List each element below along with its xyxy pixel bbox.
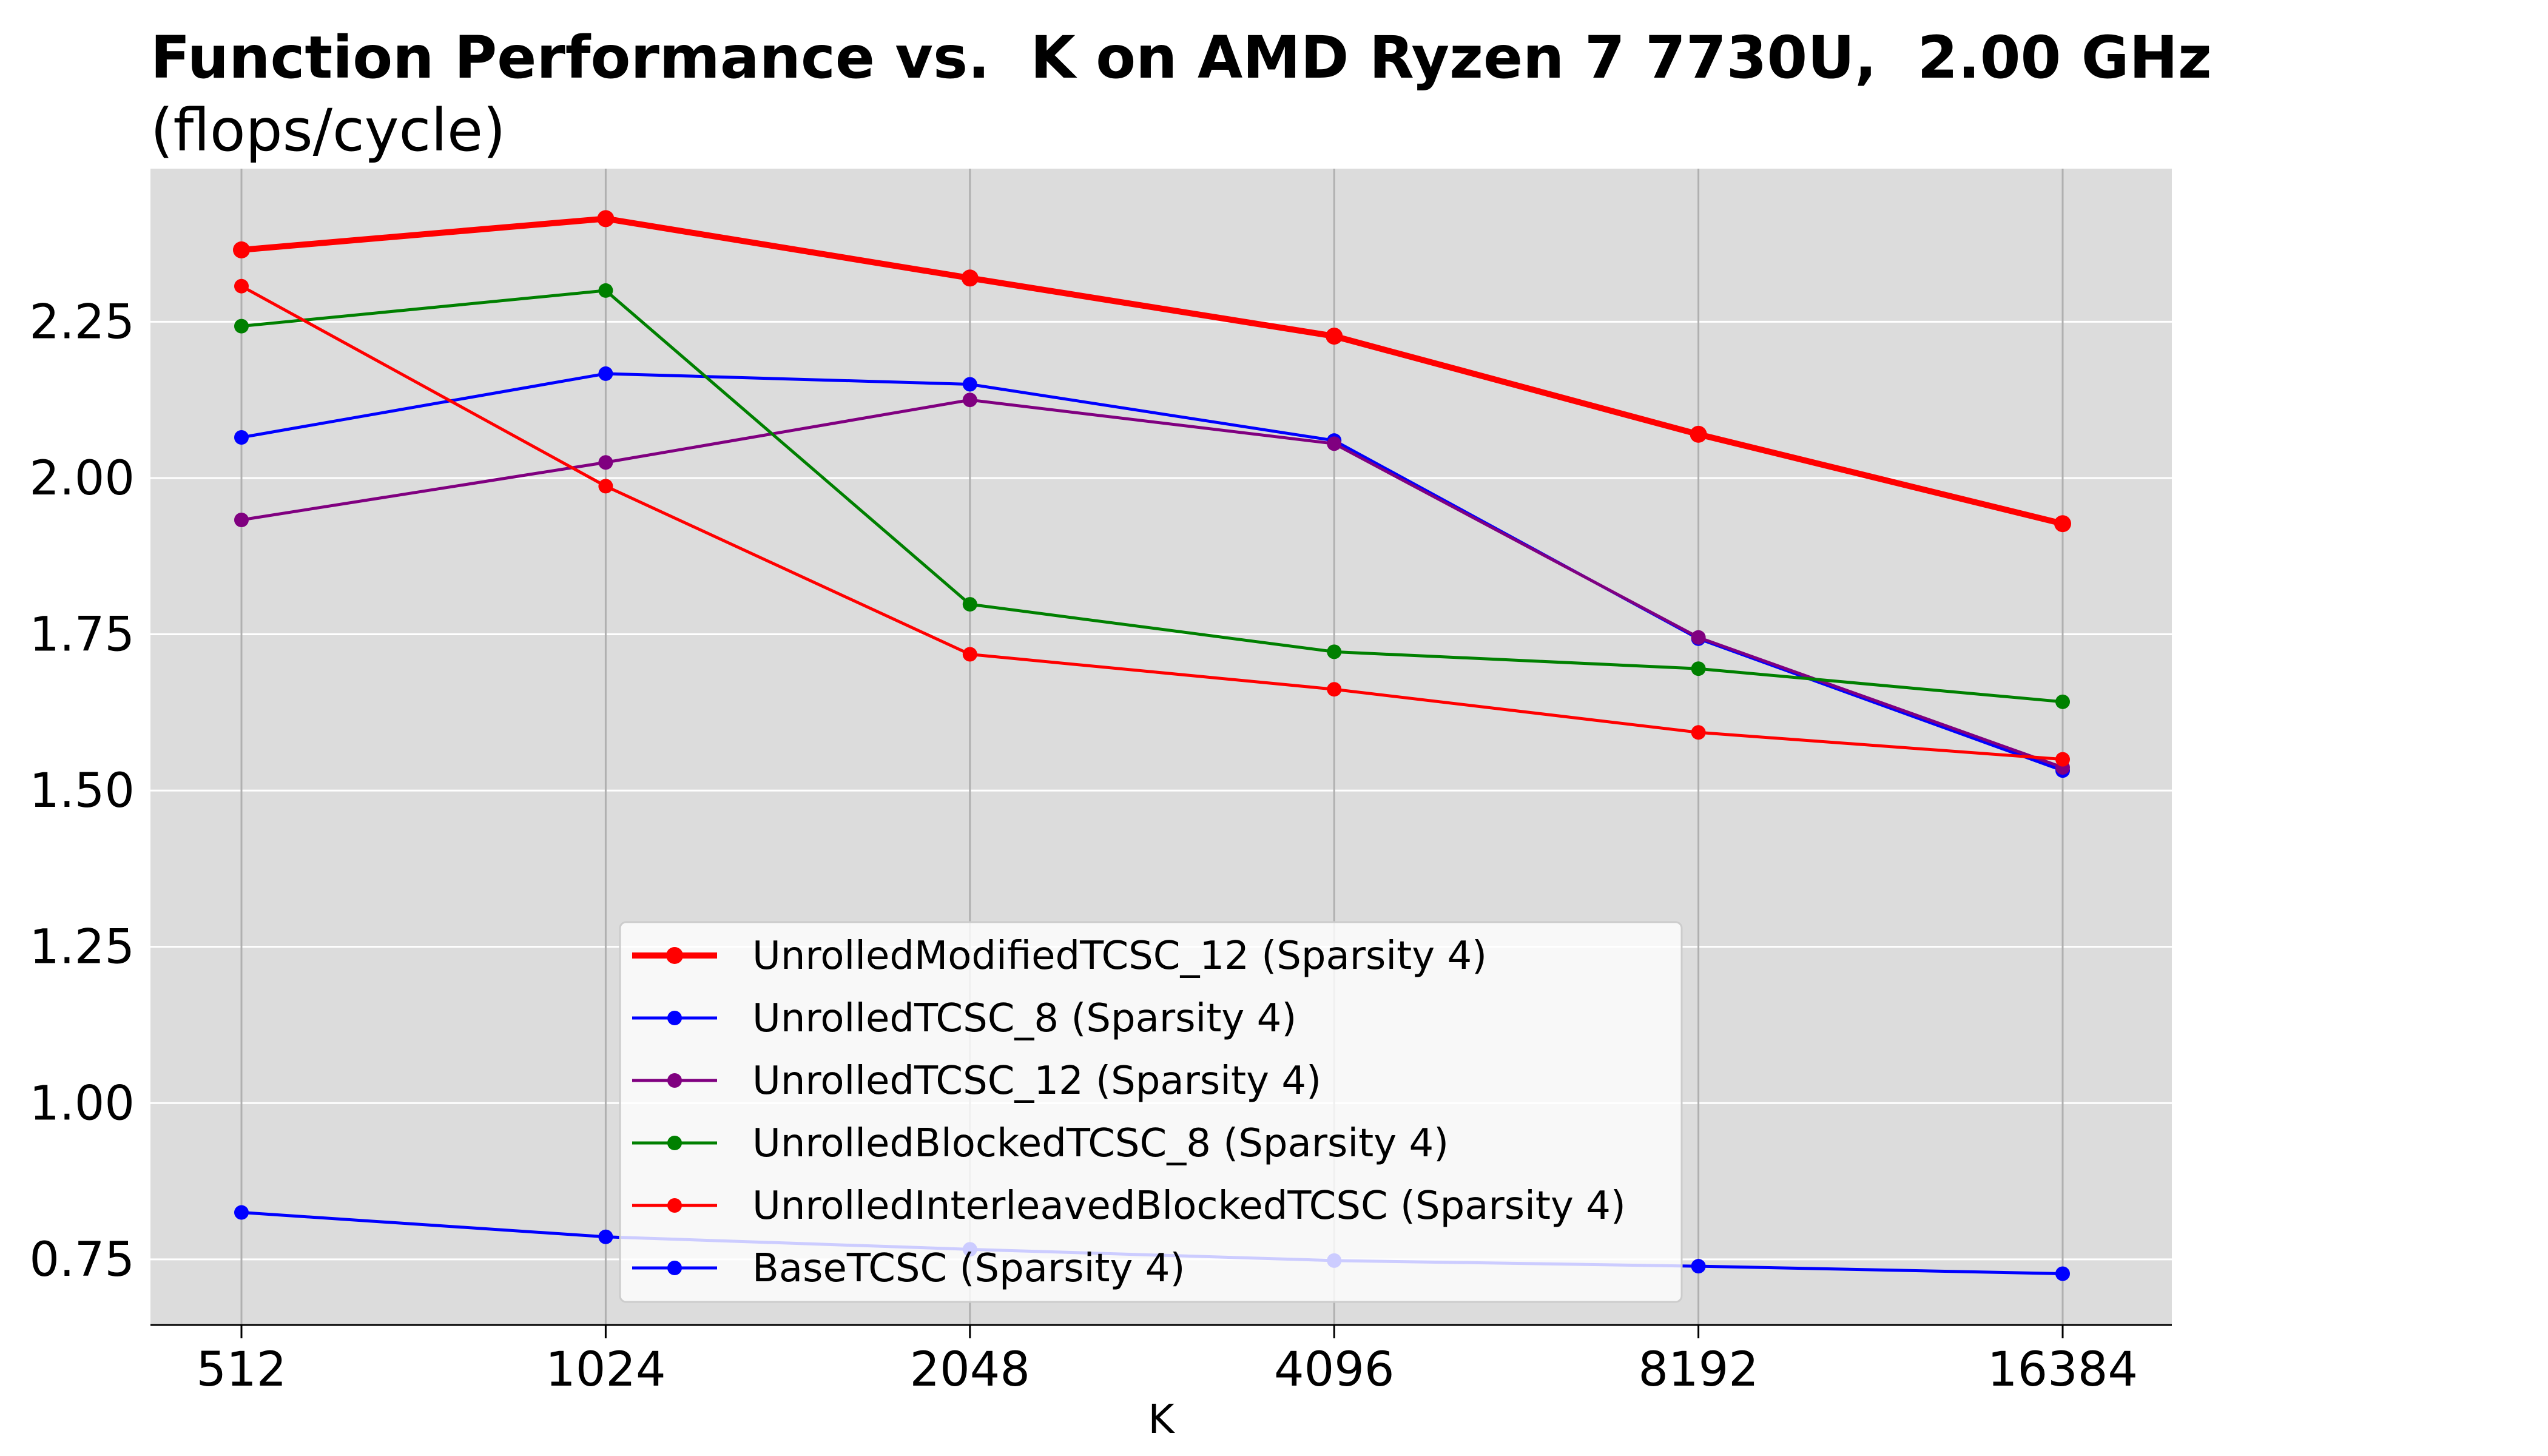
chart-subtitle: (flops/cycle) (150, 96, 506, 164)
data-point (962, 647, 977, 662)
data-point (1327, 644, 1342, 659)
legend-marker (667, 1261, 682, 1275)
data-point (234, 1205, 249, 1220)
series-4 (234, 283, 2070, 709)
legend-label: UnrolledInterleavedBlockedTCSC (Sparsity… (752, 1184, 1626, 1228)
data-point (233, 241, 250, 258)
data-point (598, 479, 613, 494)
data-point (234, 513, 249, 528)
legend-label: UnrolledTCSC_8 (Sparsity 4) (752, 996, 1296, 1041)
legend-marker (667, 1011, 682, 1025)
legend-marker (666, 947, 683, 964)
data-point (234, 430, 249, 445)
series-line (238, 215, 2066, 527)
data-point (234, 278, 249, 294)
legend-label: UnrolledBlockedTCSC_8 (Sparsity 4) (752, 1121, 1449, 1166)
data-point (2055, 1266, 2070, 1281)
data-point (598, 455, 613, 470)
x-tick-label: 1024 (545, 1343, 666, 1397)
legend-marker (667, 1198, 682, 1213)
legend-label: BaseTCSC (Sparsity 4) (752, 1246, 1185, 1291)
y-tick-label: 0.75 (29, 1233, 135, 1287)
data-point (2054, 515, 2071, 533)
x-tick-label: 2048 (910, 1343, 1031, 1397)
data-point (597, 210, 615, 228)
data-point (1327, 436, 1342, 451)
data-point (598, 1229, 613, 1244)
series-layer (233, 210, 2071, 1281)
chart-title: Function Performance vs. K on AMD Ryzen … (150, 24, 2212, 92)
data-point (962, 377, 977, 392)
legend-label: UnrolledTCSC_12 (Sparsity 4) (752, 1059, 1321, 1104)
data-point (1691, 630, 1706, 645)
data-point (962, 597, 977, 612)
y-tick-label: 2.25 (29, 295, 135, 349)
data-point (234, 318, 249, 334)
data-point (1691, 661, 1706, 676)
data-point (2055, 752, 2070, 767)
x-tick-label: 8192 (1638, 1343, 1759, 1397)
x-tick-label: 4096 (1274, 1343, 1395, 1397)
data-point (1326, 328, 1343, 345)
data-point (1690, 425, 1707, 443)
legend: UnrolledModifiedTCSC_12 (Sparsity 4) Unro… (619, 921, 1683, 1303)
series-3 (234, 393, 2070, 775)
data-point (2055, 694, 2070, 709)
data-point (598, 366, 613, 381)
legend-marker (667, 1073, 682, 1088)
legend-marker (667, 1136, 682, 1150)
data-point (1327, 682, 1342, 697)
x-tick-label: 16384 (1987, 1343, 2138, 1397)
legend-box (619, 921, 1683, 1303)
series-1 (233, 210, 2071, 533)
y-tick-label: 1.75 (29, 608, 135, 662)
tick-layer: 0.75 1.00 1.25 1.50 1.75 2.00 2.25 512 1024 2048 4… (29, 295, 2138, 1397)
x-axis-label: K (1148, 1396, 1175, 1443)
x-tick-label: 512 (197, 1343, 287, 1397)
data-point (961, 269, 979, 287)
legend-label: UnrolledModifiedTCSC_12 (Sparsity 4) (752, 934, 1487, 979)
series-line (240, 289, 2064, 704)
data-point (1691, 725, 1706, 740)
y-tick-label: 1.25 (29, 920, 135, 975)
y-tick-label: 2.00 (29, 451, 135, 506)
series-line (240, 285, 2064, 761)
series-5 (234, 278, 2070, 767)
data-point (962, 393, 977, 408)
data-point (1691, 1259, 1706, 1274)
y-tick-label: 1.50 (29, 764, 135, 818)
data-point (598, 283, 613, 298)
y-tick-label: 1.00 (29, 1076, 135, 1131)
series-line (240, 398, 2064, 769)
